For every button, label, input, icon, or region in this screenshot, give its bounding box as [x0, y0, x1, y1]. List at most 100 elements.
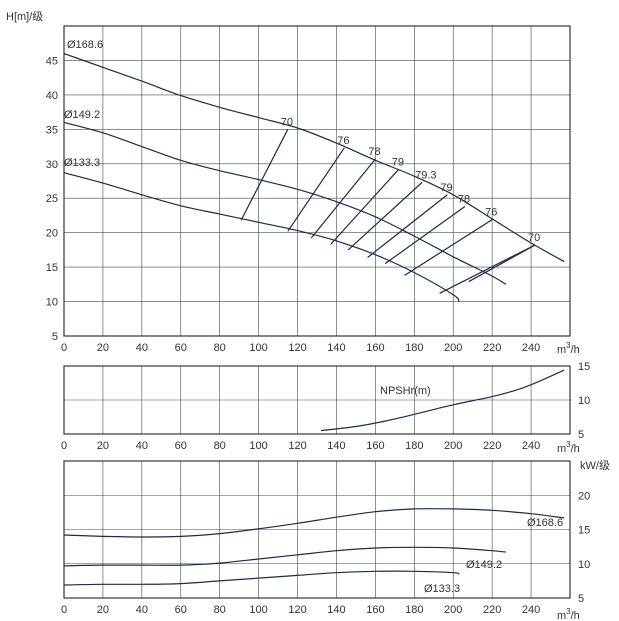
power-frame: [63, 460, 571, 599]
power-x-tick-label: 20: [97, 604, 109, 616]
head-label-d1492: Ø149.2: [64, 109, 100, 121]
head-x-tick-label: 100: [249, 342, 267, 354]
efficiency-line: [330, 168, 400, 245]
power-y-tick-label: 10: [578, 559, 590, 571]
power-x-tick-label: 80: [214, 604, 226, 616]
head-curve: [63, 121, 507, 285]
efficiency-line: [439, 244, 536, 294]
power-x-tick-label: 100: [249, 604, 267, 616]
efficiency-line: [240, 129, 289, 221]
power-label-d1333: Ø133.3: [424, 583, 460, 595]
head-panel: 0 20 40 60 80 100 120 140 160 180 200 220 240 5 10 15 20…: [46, 25, 571, 354]
head-x-tick-label: 20: [97, 342, 109, 354]
head-curve: [63, 172, 460, 302]
head-x-tick-label: 80: [214, 342, 226, 354]
efficiency-line: [287, 147, 345, 232]
power-y-tick-label: 20: [578, 490, 590, 502]
efficiency-line: [384, 206, 466, 265]
power-x-tick-label: 160: [366, 604, 384, 616]
head-x-tick-label: 200: [444, 342, 462, 354]
head-y-tick-label: 30: [46, 159, 58, 171]
efficiency-label: 70: [528, 232, 540, 244]
efficiency-label: 70: [281, 116, 293, 128]
power-y-tick-label: 5: [578, 593, 584, 605]
npsh-x-tick-label: 160: [366, 440, 384, 452]
power-x-tick-label: 180: [405, 604, 423, 616]
npsh-x-tick-label: 120: [288, 440, 306, 452]
npsh-y-tick-label: 10: [578, 395, 590, 407]
npsh-frame: [63, 365, 571, 435]
efficiency-line: [468, 244, 536, 283]
head-x-tick-label: 60: [175, 342, 187, 354]
head-x-tick-label: 220: [483, 342, 501, 354]
efficiency-line: [367, 194, 448, 258]
head-label-d1686: Ø168.6: [67, 39, 103, 51]
head-y-tick-label: 15: [46, 262, 58, 274]
power-x-tick-label: 140: [327, 604, 345, 616]
head-label-d1333: Ø133.3: [64, 157, 100, 169]
head-x-tick-label: 0: [61, 342, 67, 354]
npsh-x-tick-label: 100: [249, 440, 267, 452]
flow-unit-head: m3/h: [557, 341, 580, 356]
head-frame: [63, 25, 571, 337]
npsh-x-tick-label: 60: [175, 440, 187, 452]
head-x-tick-label: 40: [136, 342, 148, 354]
efficiency-label: 76: [337, 135, 349, 147]
npsh-x-tick-label: 220: [483, 440, 501, 452]
npsh-x-tick-label: 40: [136, 440, 148, 452]
npsh-panel: 0 20 40 60 80 100 120 140 160 180 200 220 240 5 10 15: [61, 361, 590, 452]
efficiency-label: 78: [368, 146, 380, 158]
efficiency-label: 78: [458, 193, 470, 205]
power-curve: [63, 570, 460, 586]
efficiency-line: [310, 158, 376, 239]
power-x-tick-label: 40: [136, 604, 148, 616]
npsh-curve: [320, 369, 565, 432]
power-curve: [63, 508, 565, 538]
npsh-y-tick-label: 15: [578, 361, 590, 373]
head-x-tick-label: 140: [327, 342, 345, 354]
power-x-tick-label: 120: [288, 604, 306, 616]
npsh-curve-label: NPSHr(m): [380, 385, 431, 397]
power-curve: [63, 546, 506, 567]
efficiency-label: 79: [440, 182, 452, 194]
head-x-tick-label: 180: [405, 342, 423, 354]
power-label-d1686: Ø168.6: [527, 517, 563, 529]
head-y-tick-label: 10: [46, 297, 58, 309]
efficiency-label: 76: [485, 207, 497, 219]
npsh-y-tick-label: 5: [578, 429, 584, 441]
efficiency-line: [347, 181, 423, 251]
flow-unit-npsh: m3/h: [557, 440, 580, 455]
head-curve: [63, 53, 565, 263]
power-axis-title: kW/级: [580, 459, 610, 472]
efficiency-label: 79.3: [415, 169, 436, 181]
npsh-x-tick-label: 80: [214, 440, 226, 452]
power-x-tick-label: 60: [175, 604, 187, 616]
head-y-tick-label: 5: [52, 331, 58, 343]
power-panel: 0 20 40 60 80 100 120 140 160 180 200 220 240 5 10 15 20: [61, 460, 590, 616]
head-y-tick-label: 20: [46, 228, 58, 240]
flow-unit-power: m3/h: [557, 607, 580, 621]
efficiency-line: [404, 219, 493, 276]
npsh-x-tick-label: 0: [61, 440, 67, 452]
power-y-tick-label: 15: [578, 525, 590, 537]
head-y-tick-label: 25: [46, 193, 58, 205]
efficiency-label: 79: [392, 156, 404, 168]
head-y-tick-label: 40: [46, 90, 58, 102]
power-x-tick-label: 240: [522, 604, 540, 616]
head-x-tick-label: 240: [522, 342, 540, 354]
power-x-tick-label: 0: [61, 604, 67, 616]
head-x-tick-label: 160: [366, 342, 384, 354]
power-label-d1492: Ø149.2: [466, 559, 502, 571]
npsh-x-tick-label: 180: [405, 440, 423, 452]
npsh-x-tick-label: 140: [327, 440, 345, 452]
power-x-tick-label: 220: [483, 604, 501, 616]
head-axis-title: H[m]/级: [6, 10, 43, 23]
head-x-tick-label: 120: [288, 342, 306, 354]
head-y-tick-label: 45: [46, 55, 58, 67]
power-x-tick-label: 200: [444, 604, 462, 616]
npsh-x-tick-label: 240: [522, 440, 540, 452]
head-y-tick-label: 35: [46, 124, 58, 136]
npsh-x-tick-label: 200: [444, 440, 462, 452]
npsh-x-tick-label: 20: [97, 440, 109, 452]
